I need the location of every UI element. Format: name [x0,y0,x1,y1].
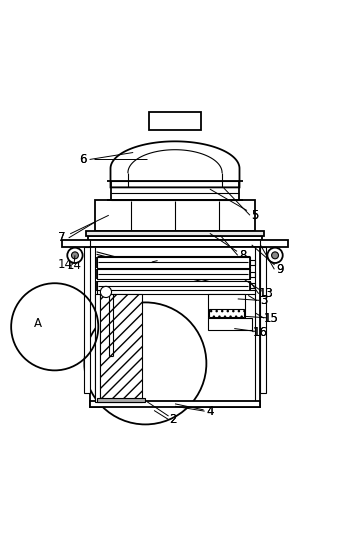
Bar [90,401,260,407]
Text: 3: 3 [260,294,268,307]
Bar [97,290,255,294]
Text: A: A [34,317,42,330]
Circle shape [267,247,283,263]
Bar [100,294,142,402]
Text: 6: 6 [79,153,86,166]
Text: 13: 13 [258,287,273,300]
Bar [208,294,245,318]
Text: 14: 14 [66,259,82,272]
Bar [88,236,262,240]
Bar [260,247,266,393]
Bar [208,318,252,330]
Bar [209,309,244,317]
Text: 16: 16 [253,325,268,339]
Bar [97,281,250,291]
Circle shape [67,247,83,263]
Bar [97,398,145,402]
Text: 4: 4 [206,405,213,418]
Bar [95,294,100,402]
Text: 4: 4 [206,405,213,418]
Polygon shape [111,141,239,187]
Text: 7: 7 [58,231,65,245]
Text: 9: 9 [276,263,284,276]
Bar [84,247,90,393]
Bar [97,257,250,267]
Text: 8: 8 [239,249,247,262]
Bar [149,112,201,130]
Text: 5: 5 [252,208,259,222]
Circle shape [100,286,112,297]
Text: 15: 15 [264,311,278,325]
Text: 12: 12 [143,256,158,269]
Circle shape [84,302,206,424]
Text: 16: 16 [253,325,268,339]
Bar [95,200,255,231]
Text: 15: 15 [264,311,278,325]
Text: 14: 14 [58,258,73,271]
Text: 12: 12 [143,256,158,269]
Text: 7: 7 [58,231,65,245]
Text: 3: 3 [260,294,268,307]
Text: 9: 9 [276,263,284,276]
Bar [90,247,260,407]
Text: 2: 2 [169,413,177,426]
Text: 5: 5 [252,208,259,222]
Circle shape [272,252,279,259]
Text: 6: 6 [79,153,86,166]
Circle shape [71,252,78,259]
Bar [97,269,250,279]
Bar [86,231,264,236]
Text: 13: 13 [258,287,273,300]
Text: 8: 8 [239,249,247,262]
Text: 2: 2 [169,413,177,426]
Bar [62,240,288,247]
